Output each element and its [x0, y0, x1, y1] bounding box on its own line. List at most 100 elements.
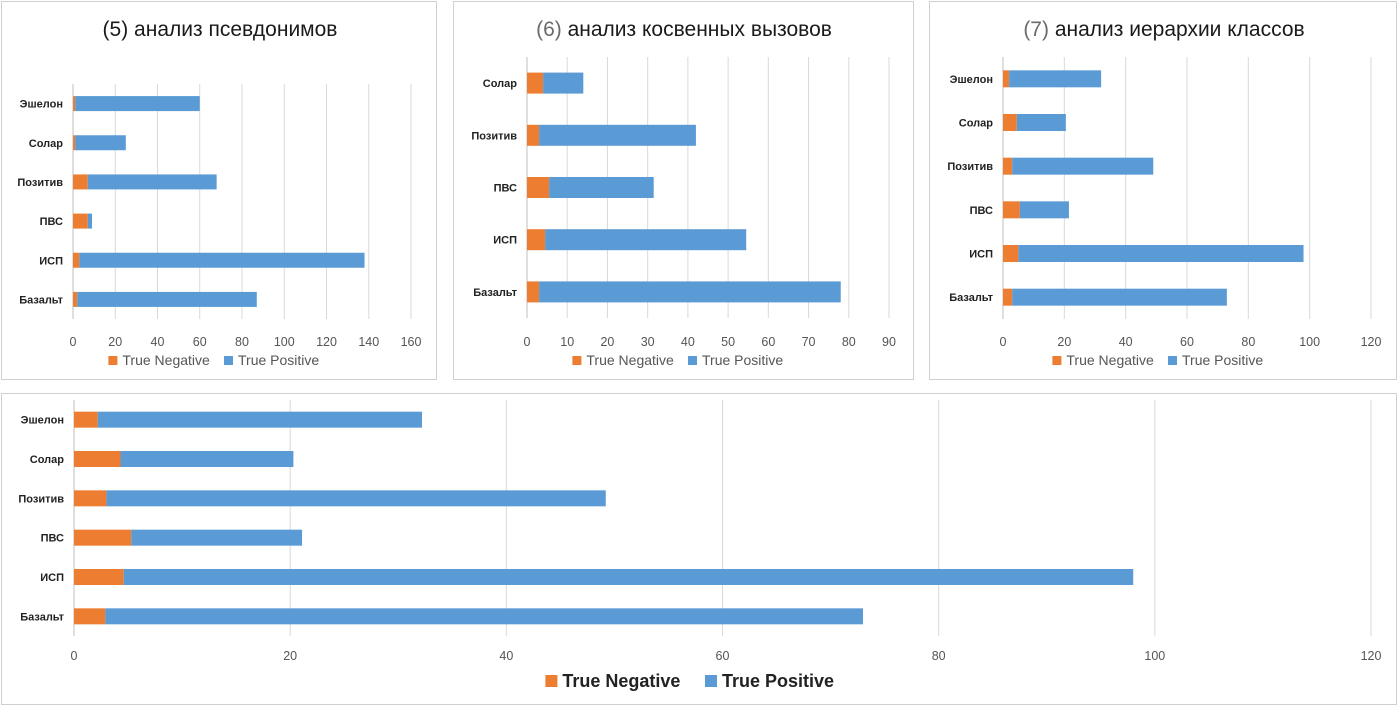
legend-swatch-true-positive [688, 356, 697, 365]
bar-true-negative [73, 252, 80, 268]
chart-title-text: анализ иерархии классов [1055, 18, 1305, 41]
legend-label-true-positive: True Positive [702, 352, 783, 368]
bar-true-negative [74, 529, 132, 546]
bar-true-negative [1003, 157, 1013, 175]
legend-label-true-positive: True Positive [1182, 352, 1263, 368]
x-tick-label: 80 [842, 335, 856, 349]
bar-true-negative [74, 569, 124, 585]
bar-true-negative [1003, 201, 1020, 219]
legend: True Negative True Positive [108, 352, 319, 368]
x-tick-label: 120 [1361, 335, 1382, 349]
bar-true-positive [75, 135, 126, 151]
category-label: Базальт [949, 292, 993, 304]
x-tick-label: 160 [401, 335, 422, 349]
x-tick-label: 40 [1119, 335, 1133, 349]
x-tick-label: 120 [1361, 649, 1382, 663]
x-tick-label: 60 [1180, 335, 1194, 349]
bar-true-positive [77, 291, 257, 307]
bar-true-negative [74, 608, 106, 625]
x-tick-label: 20 [1057, 335, 1071, 349]
chart-panel-class-hierarchy: (7) анализ иерархии классов Эшелон Солар П… [929, 1, 1397, 380]
legend-label-true-positive: True Positive [238, 352, 319, 368]
x-tick-label: 0 [524, 335, 531, 349]
x-tick-labels: 0 20 40 60 80 100 120 140 160 [70, 335, 422, 349]
category-label: ПВС [970, 205, 993, 217]
bar-true-negative [1003, 114, 1017, 131]
bar-true-positive [543, 72, 584, 94]
x-tick-label: 0 [70, 335, 77, 349]
category-label: Солар [30, 454, 64, 466]
chart-svg-3: (7) анализ иерархии классов Эшелон Солар П… [947, 18, 1382, 368]
chart-title: (6) анализ косвенных вызовов [536, 18, 832, 41]
x-tick-label: 80 [932, 649, 946, 663]
chart-title: (7) анализ иерархии классов [1023, 18, 1304, 41]
category-label: Базальт [19, 294, 63, 306]
category-labels: Солар Позитив ПВС ИСП Базальт [471, 78, 517, 299]
chart-svg-1: (5) анализ псевдонимов Эшелон Солар Позити… [17, 18, 422, 368]
x-tick-label: 70 [802, 335, 816, 349]
category-label: Солар [483, 78, 517, 90]
grid-lines [73, 400, 1372, 636]
legend-label-true-negative: True Negative [586, 352, 674, 368]
bar-true-positive [79, 252, 365, 268]
x-tick-label: 20 [283, 649, 297, 663]
legend-label-true-negative: True Negative [122, 352, 210, 368]
bar-true-positive [106, 490, 606, 507]
x-tick-label: 80 [235, 335, 249, 349]
bar-true-negative [1003, 70, 1010, 88]
bar-true-positive [539, 124, 696, 146]
chart-panel-summary: Эшелон Солар Позитив ПВС ИСП Базальт 0 20 40 60 8… [1, 393, 1397, 705]
bar-true-positive [87, 213, 93, 229]
chart-title-text: анализ псевдонимов [134, 18, 337, 41]
category-label: Эшелон [950, 74, 993, 86]
bar-true-negative [1003, 288, 1013, 306]
category-labels: Эшелон Солар Позитив ПВС ИСП Базальт [947, 74, 993, 304]
category-label: Позитив [17, 177, 63, 189]
bar-true-positive [131, 529, 303, 546]
x-tick-labels: 0 20 40 60 80 100 120 [71, 649, 1382, 663]
bar-true-negative [527, 72, 544, 94]
legend-swatch-true-negative [572, 356, 582, 365]
bar-true-positive [549, 177, 654, 198]
bar-true-positive [105, 608, 864, 625]
legend-swatch-true-negative [108, 356, 118, 365]
chart-title-number: (7) [1023, 18, 1049, 41]
bar-true-negative [73, 213, 88, 229]
category-label: Базальт [473, 287, 517, 299]
bars [74, 411, 1134, 625]
x-tick-label: 20 [108, 335, 122, 349]
chart-title-text: анализ косвенных вызовов [568, 18, 832, 41]
bar-true-negative [73, 96, 76, 112]
chart-svg-2: (6) анализ косвенных вызовов Солар Позити… [471, 18, 896, 368]
x-tick-label: 60 [761, 335, 775, 349]
bar-true-negative [73, 291, 78, 307]
bar-true-positive [545, 229, 747, 251]
x-tick-label: 40 [681, 335, 695, 349]
x-tick-label: 60 [716, 649, 730, 663]
x-tick-label: 40 [151, 335, 165, 349]
x-tick-label: 100 [1299, 335, 1320, 349]
category-label: ИСП [39, 255, 63, 267]
category-label: Позитив [18, 493, 64, 505]
bar-true-positive [1012, 288, 1227, 306]
bar-true-negative [73, 135, 76, 151]
legend-swatch-true-positive [705, 675, 717, 687]
legend-label-true-negative: True Negative [1066, 352, 1154, 368]
legend: True Negative True Positive [572, 352, 783, 368]
x-tick-label: 50 [721, 335, 735, 349]
bars [1003, 70, 1304, 306]
x-tick-labels: 0 10 20 30 40 50 60 70 80 90 [524, 335, 896, 349]
x-tick-label: 30 [641, 335, 655, 349]
legend: True Negative True Positive [1052, 352, 1263, 368]
category-label: ИСП [40, 572, 64, 584]
x-tick-label: 60 [193, 335, 207, 349]
category-label: Эшелон [20, 99, 63, 111]
category-label: ИСП [493, 235, 517, 247]
bar-true-positive [539, 281, 841, 303]
legend: True Negative True Positive [545, 671, 834, 691]
bar-true-positive [1009, 70, 1102, 88]
bar-true-positive [87, 174, 217, 190]
bars [527, 72, 841, 303]
x-tick-label: 80 [1241, 335, 1255, 349]
category-label: Солар [959, 118, 993, 130]
